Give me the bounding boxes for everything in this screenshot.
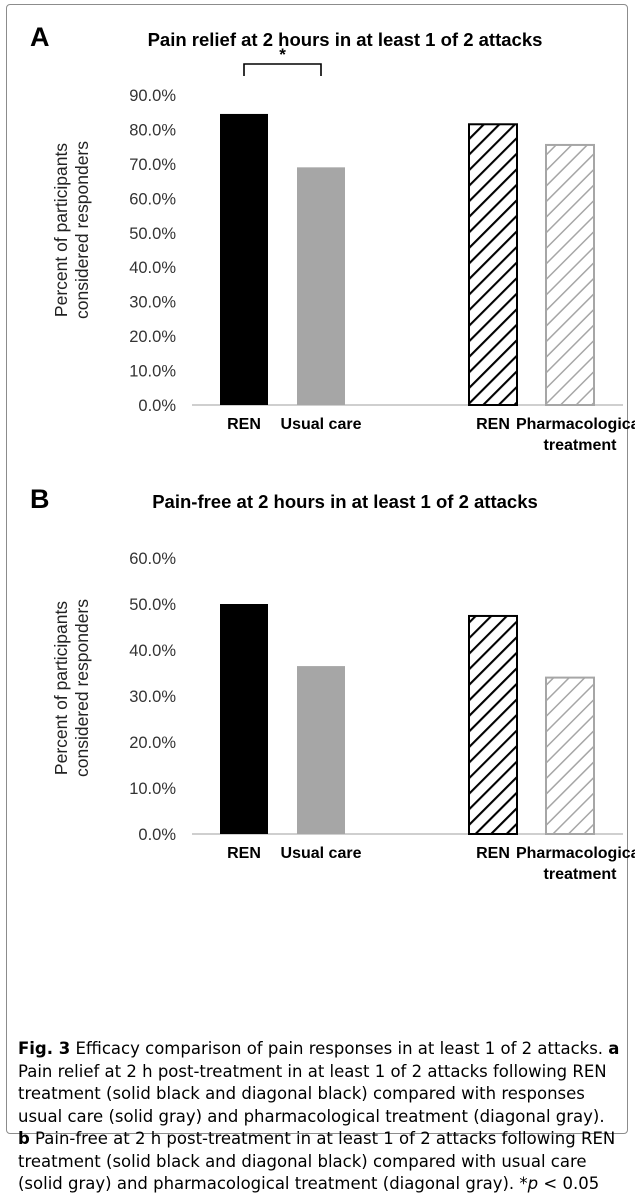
y-tick-label: 60.0% [129,550,176,568]
panel-label: A [30,22,50,52]
chart-title: Pain-free at 2 hours in at least 1 of 2 … [152,491,538,512]
caption-p-var: p [527,1174,539,1193]
y-tick-label: 90.0% [129,87,176,105]
y-tick-label: 30.0% [129,294,176,312]
y-tick-label: 40.0% [129,642,176,660]
y-axis-label-line: Percent of participants [51,601,71,775]
y-tick-label: 50.0% [129,225,176,243]
figure-border [6,4,628,1134]
x-category-label: Usual care [281,416,362,433]
y-axis-label: Percent of participantsconsidered respon… [51,599,92,777]
y-tick-label: 70.0% [129,156,176,174]
chart-title: Pain relief at 2 hours in at least 1 of … [148,29,543,50]
bar-diagonal-black [468,614,518,835]
chart-a-svg: A Pain relief at 2 hours in at least 1 of… [30,22,635,454]
bar-solid-black [220,113,268,405]
significance-bracket [243,63,322,76]
caption-a-text: Pain relief at 2 h post-treatment in at … [18,1061,607,1126]
bar-solid-gray [297,167,345,405]
y-tick-label: 50.0% [129,596,176,614]
y-tick-label: 20.0% [129,328,176,346]
y-tick-label: 20.0% [129,734,176,752]
y-axis-label-line: Percent of participants [51,143,71,317]
y-tick-label: 10.0% [129,780,176,798]
y-tick-label: 10.0% [129,363,176,381]
x-category-label: Pharmacological [516,845,635,862]
x-category-label: Pharmacological [516,416,635,433]
caption-b-label: b [18,1129,30,1148]
y-axis-label-line: considered responders [72,141,92,319]
bar-solid-black [220,604,268,834]
x-category-label: REN [227,845,261,862]
bar-diagonal-black [468,123,518,407]
chart-panel-b: B Pain-free at 2 hours in at least 1 of 2… [0,468,635,1028]
significance-marker: * [279,45,286,64]
x-category-label: REN [476,845,510,862]
y-tick-label: 0.0% [138,826,176,844]
bar-diagonal-gray [545,143,595,406]
figure-caption: Fig. 3 Efficacy comparison of pain respo… [18,1038,620,1196]
y-tick-label: 0.0% [138,397,176,415]
caption-p-prefix: * [519,1174,528,1193]
caption-intro: Efficacy comparison of pain responses in… [70,1039,609,1058]
caption-fig-label: Fig. 3 [18,1039,71,1058]
x-category-label: treatment [544,437,618,454]
x-category-label: REN [476,416,510,433]
x-category-label: treatment [544,866,618,883]
y-tick-label: 30.0% [129,688,176,706]
y-tick-label: 60.0% [129,190,176,208]
y-tick-label: 80.0% [129,121,176,139]
y-axis-label-line: considered responders [72,599,92,777]
caption-p-suffix: < 0.05 [538,1174,600,1193]
panel-label: B [30,484,50,514]
bar-diagonal-gray [545,676,595,835]
x-category-label: REN [227,416,261,433]
y-tick-label: 40.0% [129,259,176,277]
caption-a-label: a [608,1039,620,1058]
chart-panel-a: A Pain relief at 2 hours in at least 1 of… [0,0,635,460]
bar-solid-gray [297,666,345,834]
y-axis-label: Percent of participantsconsidered respon… [51,141,92,319]
chart-b-svg: B Pain-free at 2 hours in at least 1 of 2… [30,484,635,883]
x-category-label: Usual care [281,845,362,862]
